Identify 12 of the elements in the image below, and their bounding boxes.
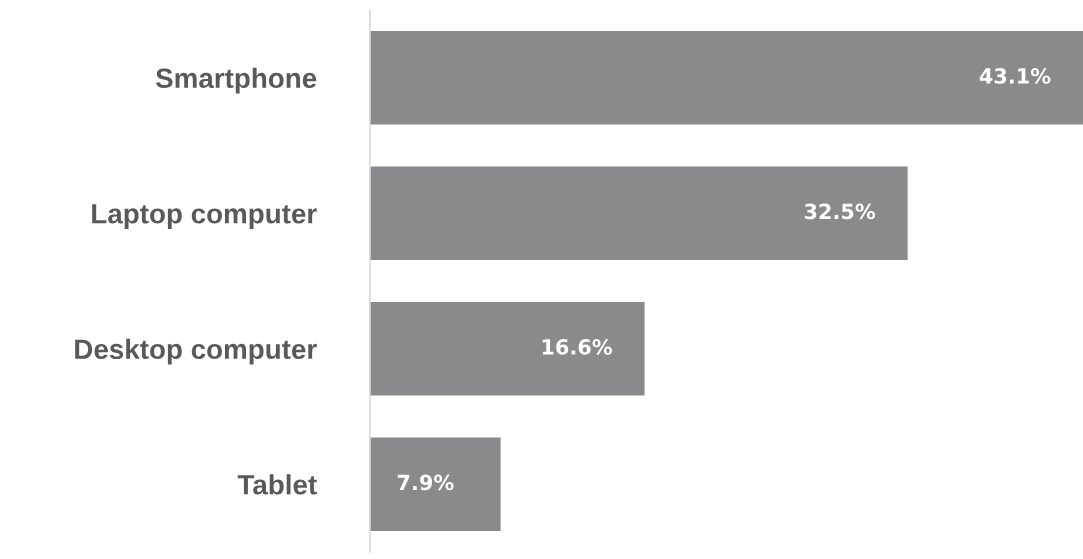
- data-label: 7.9%: [397, 474, 454, 491]
- data-label: 43.1%: [979, 68, 1051, 84]
- y-tick-label: Laptop computer: [92, 204, 317, 230]
- y-tick-label: Smartphone: [155, 67, 317, 94]
- y-tick-label: Tablet: [237, 474, 317, 495]
- bar: [369, 166, 908, 261]
- y-tick-label: Desktop computer: [75, 338, 317, 365]
- bar: [369, 302, 645, 396]
- data-label: 32.5%: [804, 203, 876, 220]
- bar: [369, 437, 501, 532]
- data-label: 16.6%: [542, 339, 613, 355]
- bar: [369, 31, 1083, 125]
